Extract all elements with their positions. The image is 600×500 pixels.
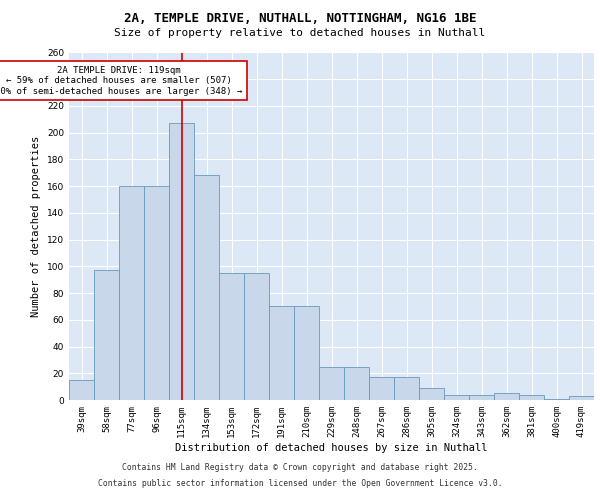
Text: 2A TEMPLE DRIVE: 119sqm
← 59% of detached houses are smaller (507)
40% of semi-d: 2A TEMPLE DRIVE: 119sqm ← 59% of detache… — [0, 66, 242, 96]
Bar — [144, 186, 169, 400]
Bar — [494, 394, 519, 400]
Bar — [194, 176, 219, 400]
Bar — [569, 396, 594, 400]
Bar — [269, 306, 294, 400]
Bar — [519, 394, 544, 400]
Y-axis label: Number of detached properties: Number of detached properties — [31, 136, 41, 317]
Bar — [419, 388, 444, 400]
Bar — [544, 398, 569, 400]
Bar — [394, 378, 419, 400]
Bar — [244, 273, 269, 400]
Bar — [69, 380, 94, 400]
Bar — [294, 306, 319, 400]
Bar — [94, 270, 119, 400]
X-axis label: Distribution of detached houses by size in Nuthall: Distribution of detached houses by size … — [175, 442, 488, 452]
Bar — [469, 394, 494, 400]
Text: Size of property relative to detached houses in Nuthall: Size of property relative to detached ho… — [115, 28, 485, 38]
Bar — [344, 366, 369, 400]
Bar — [119, 186, 144, 400]
Text: Contains public sector information licensed under the Open Government Licence v3: Contains public sector information licen… — [98, 478, 502, 488]
Bar — [444, 394, 469, 400]
Bar — [169, 124, 194, 400]
Bar — [369, 378, 394, 400]
Text: 2A, TEMPLE DRIVE, NUTHALL, NOTTINGHAM, NG16 1BE: 2A, TEMPLE DRIVE, NUTHALL, NOTTINGHAM, N… — [124, 12, 476, 26]
Bar — [319, 366, 344, 400]
Text: Contains HM Land Registry data © Crown copyright and database right 2025.: Contains HM Land Registry data © Crown c… — [122, 464, 478, 472]
Bar — [219, 273, 244, 400]
